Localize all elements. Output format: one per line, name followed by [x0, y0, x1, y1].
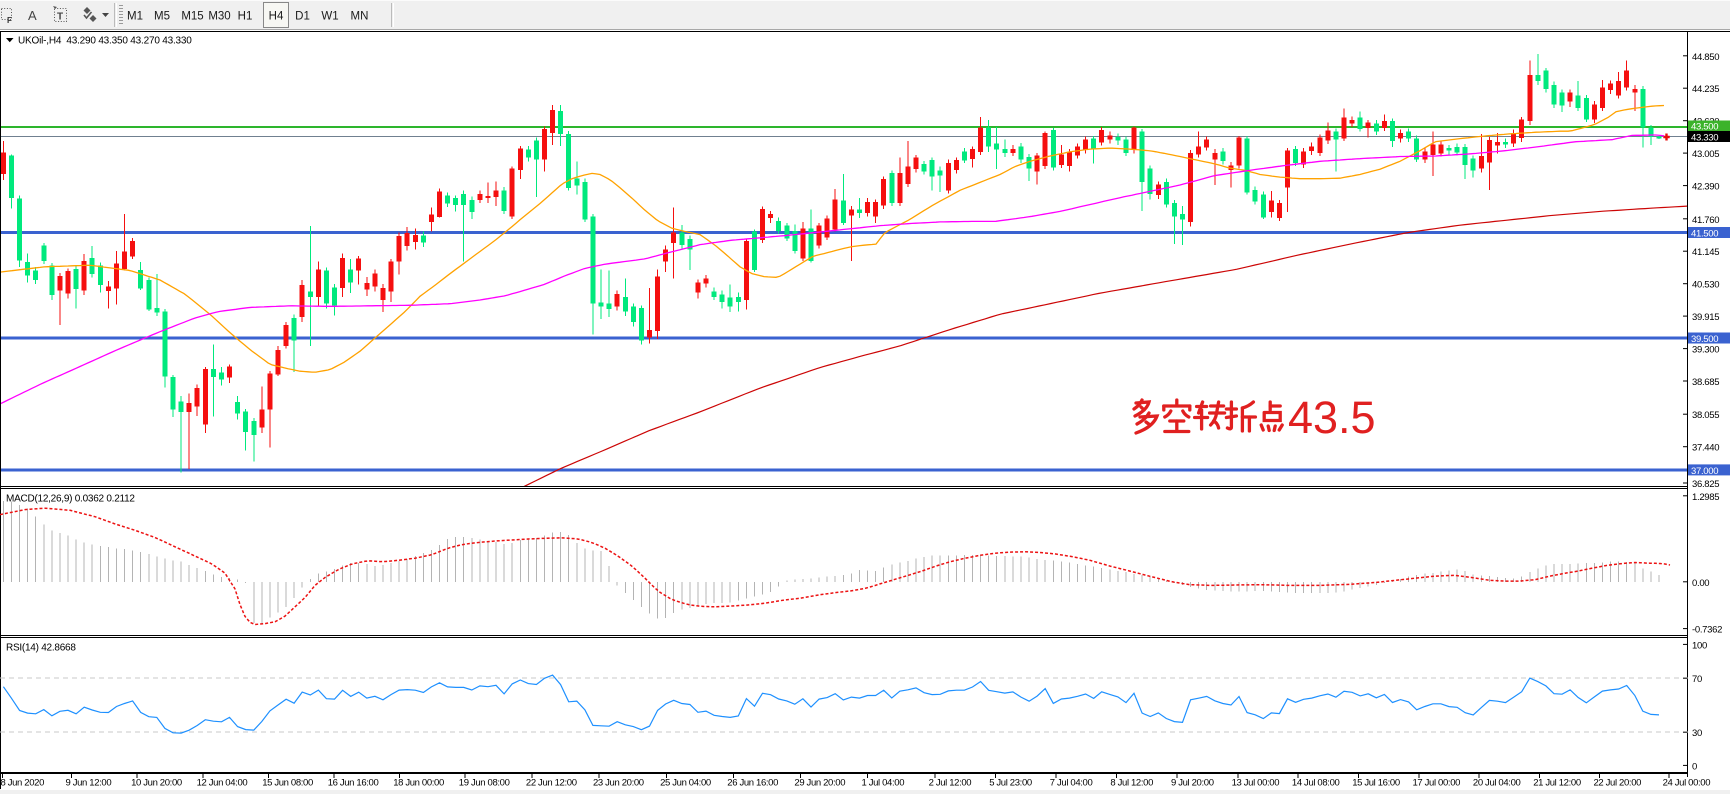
svg-text:43.330: 43.330	[1691, 133, 1718, 144]
svg-text:20 Jul 04:00: 20 Jul 04:00	[1473, 778, 1521, 789]
svg-text:H4: H4	[269, 11, 284, 23]
svg-text:39.300: 39.300	[1692, 345, 1719, 356]
svg-text:43.500: 43.500	[1691, 122, 1718, 133]
svg-text:44.235: 44.235	[1692, 84, 1719, 95]
svg-text:44.850: 44.850	[1692, 52, 1719, 63]
svg-text:-0.7362: -0.7362	[1692, 625, 1722, 636]
svg-text:H1: H1	[238, 11, 253, 23]
svg-text:19 Jun 08:00: 19 Jun 08:00	[459, 778, 510, 789]
svg-text:M15: M15	[181, 11, 203, 23]
svg-text:M1: M1	[127, 11, 143, 23]
svg-text:8 Jul 12:00: 8 Jul 12:00	[1110, 778, 1153, 789]
svg-text:MN: MN	[351, 11, 369, 23]
svg-text:12 Jun 04:00: 12 Jun 04:00	[197, 778, 248, 789]
svg-text:M5: M5	[154, 11, 170, 23]
svg-text:9 Jul 20:00: 9 Jul 20:00	[1171, 778, 1214, 789]
svg-text:26 Jun 16:00: 26 Jun 16:00	[727, 778, 778, 789]
svg-text:41.760: 41.760	[1692, 215, 1719, 226]
svg-text:15 Jul 16:00: 15 Jul 16:00	[1352, 778, 1400, 789]
svg-text:2 Jul 12:00: 2 Jul 12:00	[929, 778, 972, 789]
svg-text:22 Jul 20:00: 22 Jul 20:00	[1594, 778, 1642, 789]
svg-text:0: 0	[1692, 761, 1697, 772]
svg-text:1 Jul 04:00: 1 Jul 04:00	[862, 778, 905, 789]
svg-text:8 Jun 2020: 8 Jun 2020	[1, 778, 45, 789]
svg-text:39.915: 39.915	[1692, 312, 1719, 323]
svg-text:36.825: 36.825	[1692, 479, 1719, 490]
svg-text:7 Jul 04:00: 7 Jul 04:00	[1050, 778, 1093, 789]
svg-text:41.500: 41.500	[1691, 229, 1718, 240]
svg-text:37.440: 37.440	[1692, 443, 1719, 454]
svg-text:24 Jul 00:00: 24 Jul 00:00	[1663, 778, 1711, 789]
svg-text:25 Jun 04:00: 25 Jun 04:00	[660, 778, 711, 789]
svg-text:22 Jun 12:00: 22 Jun 12:00	[526, 778, 577, 789]
svg-text:100: 100	[1692, 640, 1707, 651]
svg-text:18 Jun 00:00: 18 Jun 00:00	[393, 778, 444, 789]
svg-text:40.530: 40.530	[1692, 280, 1719, 291]
svg-text:23 Jun 20:00: 23 Jun 20:00	[593, 778, 644, 789]
svg-text:F: F	[7, 16, 12, 25]
svg-text:43.005: 43.005	[1692, 149, 1719, 160]
svg-text:M30: M30	[208, 11, 230, 23]
svg-text:0.00: 0.00	[1692, 578, 1709, 589]
svg-text:10 Jun 20:00: 10 Jun 20:00	[131, 778, 182, 789]
svg-text:13 Jul 00:00: 13 Jul 00:00	[1232, 778, 1280, 789]
svg-text:UKOil-,H4 43.290 43.350 43.27: UKOil-,H4 43.290 43.350 43.270 43.330	[18, 36, 192, 47]
svg-text:15 Jun 08:00: 15 Jun 08:00	[262, 778, 313, 789]
svg-text:38.685: 38.685	[1692, 377, 1719, 388]
svg-text:21 Jul 12:00: 21 Jul 12:00	[1533, 778, 1581, 789]
svg-text:1.2985: 1.2985	[1692, 492, 1719, 503]
svg-text:39.500: 39.500	[1691, 334, 1718, 345]
svg-text:14 Jul 08:00: 14 Jul 08:00	[1292, 778, 1340, 789]
svg-text:70: 70	[1692, 674, 1702, 685]
svg-text:38.055: 38.055	[1692, 410, 1719, 421]
svg-text:5 Jul 23:00: 5 Jul 23:00	[989, 778, 1032, 789]
svg-text:D1: D1	[295, 11, 310, 23]
svg-text:17 Jul 00:00: 17 Jul 00:00	[1413, 778, 1461, 789]
svg-text:RSI(14) 42.8668: RSI(14) 42.8668	[6, 643, 76, 654]
svg-text:42.390: 42.390	[1692, 182, 1719, 193]
svg-text:W1: W1	[321, 11, 338, 23]
svg-text:43.5: 43.5	[1288, 392, 1376, 443]
svg-text:37.000: 37.000	[1691, 466, 1718, 477]
svg-text:16 Jun 16:00: 16 Jun 16:00	[328, 778, 379, 789]
svg-text:MACD(12,26,9) 0.0362 0.2112: MACD(12,26,9) 0.0362 0.2112	[6, 494, 135, 505]
svg-text:9 Jun 12:00: 9 Jun 12:00	[66, 778, 112, 789]
svg-text:41.145: 41.145	[1692, 247, 1719, 258]
svg-text:29 Jun 20:00: 29 Jun 20:00	[794, 778, 845, 789]
svg-text:T: T	[57, 12, 63, 23]
svg-text:A: A	[28, 8, 37, 23]
svg-text:30: 30	[1692, 728, 1702, 739]
